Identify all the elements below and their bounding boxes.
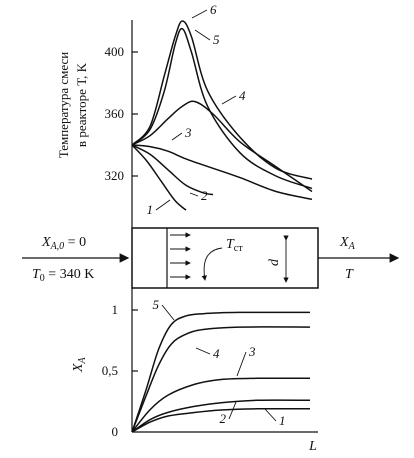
top-y-tick-label-400: 400 <box>105 44 125 59</box>
bottom-curve-3-leader <box>236 351 247 377</box>
top-curve-1-leader <box>155 199 171 211</box>
top-curve-label-6: 6 <box>210 2 217 17</box>
wall-temperature-arrow <box>201 247 223 281</box>
top-ylabel-line2: в реакторе T, K <box>74 62 89 147</box>
bottom-curve-label-2: 2 <box>220 411 227 426</box>
bottom-curve-5 <box>131 311 311 433</box>
bottom-y-tick-label-05: 0,5 <box>102 363 118 378</box>
bottom-chart: XA 1 0,5 0 L 1 2 3 4 5 <box>71 288 318 454</box>
wall-temperature-label: Tст <box>226 237 243 254</box>
bottom-y-tick-label-1: 1 <box>112 302 119 317</box>
reactor-schematic: XA,0 = 0 T0 = 340 K Tст d XA T <box>22 227 400 289</box>
top-curve-3 <box>131 144 313 201</box>
bottom-curve-3 <box>131 377 311 433</box>
top-curve-6-leader <box>191 9 208 19</box>
top-curve-2 <box>131 144 214 196</box>
top-curve-label-5: 5 <box>213 32 220 47</box>
bottom-xlabel: L <box>308 439 317 454</box>
inlet-temperature-label: T0 = 340 K <box>32 267 94 284</box>
bottom-curve-5-leader <box>161 304 175 321</box>
bottom-y-tick-label-0: 0 <box>112 424 119 439</box>
top-curve-label-2: 2 <box>201 188 208 203</box>
top-curve-5-leader <box>194 29 211 41</box>
diameter-label: d <box>267 258 282 266</box>
bottom-curve-2-leader <box>228 401 237 420</box>
reactor-tube <box>131 227 319 289</box>
bottom-curves: 1 2 3 4 5 <box>131 297 311 433</box>
bottom-curve-4 <box>131 326 311 433</box>
bottom-curve-1 <box>131 407 311 433</box>
top-curve-label-4: 4 <box>239 88 246 103</box>
inlet-conversion-label: XA,0 = 0 <box>41 235 86 252</box>
bottom-curve-2 <box>131 399 311 433</box>
top-curve-label-3: 3 <box>184 125 192 140</box>
top-curve-4 <box>131 100 313 193</box>
top-curve-6 <box>131 20 313 180</box>
top-ylabel-line1: Температура смеси <box>56 52 71 158</box>
bottom-curve-label-3: 3 <box>248 344 256 359</box>
top-curve-1 <box>131 144 187 211</box>
flow-arrows <box>170 232 191 280</box>
outlet-temperature-label: T <box>345 267 354 282</box>
top-y-tick-label-360: 360 <box>105 106 125 121</box>
top-curve-3-leader <box>171 132 183 141</box>
bottom-curve-label-5: 5 <box>153 297 160 312</box>
top-curves: 1 2 3 4 5 6 <box>131 2 313 217</box>
outlet-conversion-label: XA <box>339 235 356 252</box>
top-curve-label-1: 1 <box>147 202 154 217</box>
top-curve-2-leader <box>189 192 199 197</box>
top-chart: Температура смеси в реакторе T, K 400 36… <box>56 2 313 228</box>
bottom-ylabel: XA <box>71 356 88 373</box>
top-curve-5 <box>131 27 313 190</box>
bottom-curve-1-leader <box>264 408 277 422</box>
bottom-curve-4-leader <box>195 347 211 355</box>
top-y-tick-label-320: 320 <box>105 168 125 183</box>
bottom-curve-label-1: 1 <box>279 413 286 428</box>
bottom-curve-label-4: 4 <box>213 346 220 361</box>
top-curve-4-leader <box>221 95 237 105</box>
